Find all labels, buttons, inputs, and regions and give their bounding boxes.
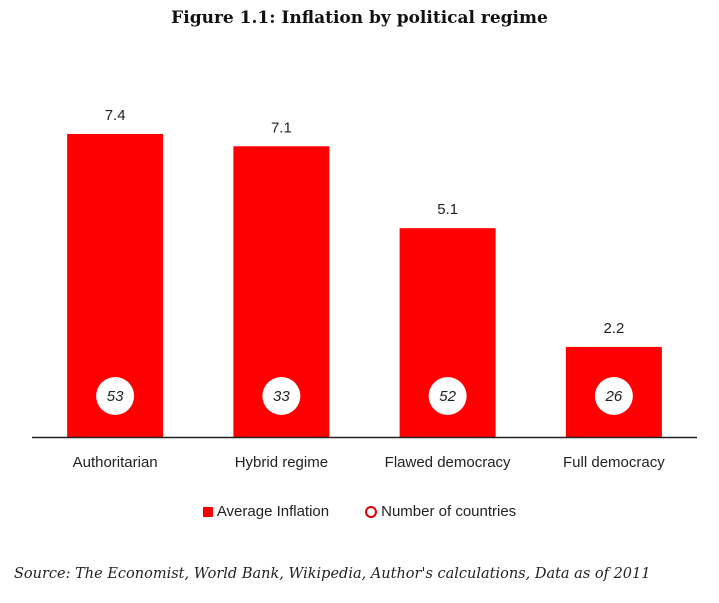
category-label: Authoritarian: [73, 454, 158, 471]
country-count-marker: [262, 377, 301, 415]
value-label: 2.2: [603, 320, 624, 337]
category-label: Flawed democracy: [385, 454, 511, 471]
country-count-marker: [428, 377, 467, 415]
legend-item-number-of-countries: Number of countries: [365, 503, 516, 520]
category-label: Hybrid regime: [235, 454, 328, 471]
legend-bar-swatch: [202, 506, 213, 517]
country-count-label: 53: [107, 388, 124, 405]
value-label: 7.1: [271, 119, 292, 136]
country-count-marker: [96, 377, 135, 415]
country-count-label: 26: [605, 388, 623, 405]
legend-circle-swatch: [365, 505, 378, 518]
country-count-label: 33: [273, 388, 290, 405]
value-label: 5.1: [437, 201, 458, 218]
legend-label: Number of countries: [381, 503, 517, 520]
legend-label: Average Inflation: [216, 503, 330, 520]
country-count-marker: [594, 377, 633, 415]
value-label: 7.4: [105, 107, 126, 124]
country-count-label: 52: [439, 388, 456, 405]
source-note: Source: The Economist, World Bank, Wikip…: [14, 566, 651, 582]
legend: Average Inflation Number of countries: [0, 503, 719, 520]
category-label: Full democracy: [563, 454, 665, 471]
legend-item-average-inflation: Average Inflation: [202, 503, 330, 520]
chart-title: Figure 1.1: Inflation by political regim…: [171, 8, 548, 28]
